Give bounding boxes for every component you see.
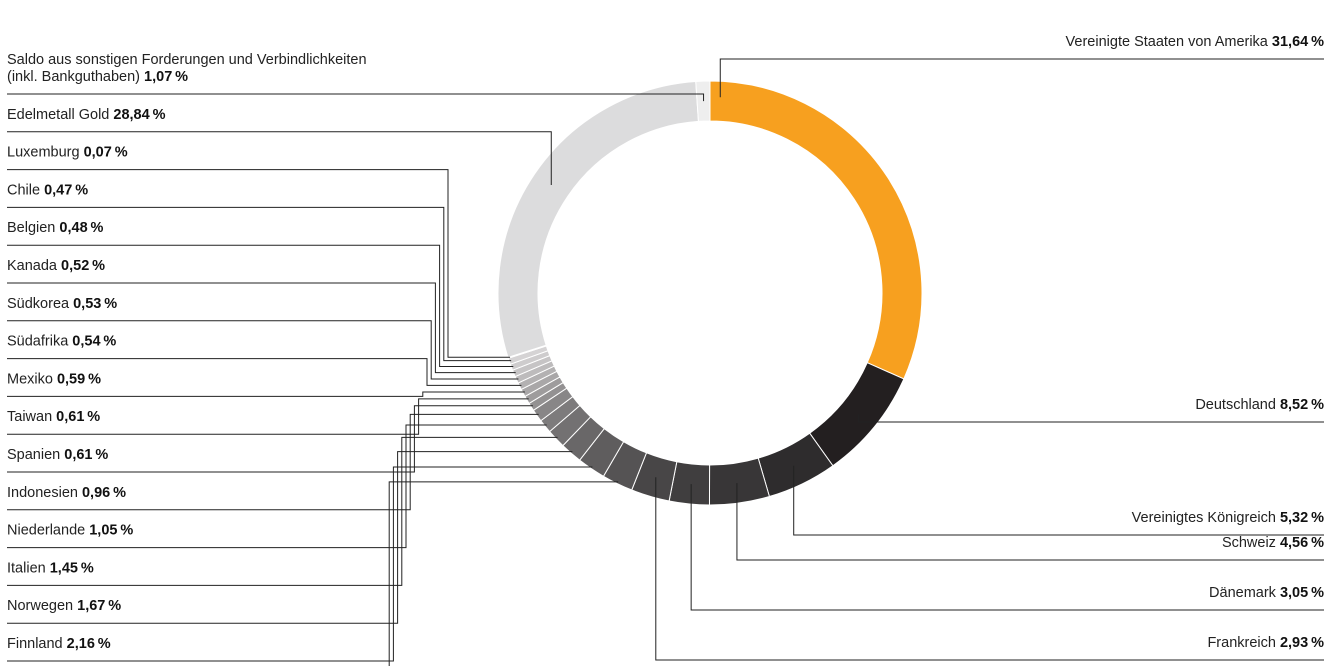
label-finnland: Finnland 2,16 %: [7, 636, 111, 652]
leader-5: [655, 477, 1324, 661]
leader-8: [7, 451, 573, 624]
leader-16: [7, 320, 519, 380]
leader-18: [7, 244, 514, 367]
leader-4: [690, 484, 1324, 611]
label-schweiz: Schweiz 4,56 %: [1222, 535, 1324, 551]
label-saldo-aus-sonstigen-forderungen-und-verbindlichkeiten-inkl-bankguthaben: Saldo aus sonstigen Forderungen und Verb…: [7, 52, 367, 85]
label-daenemark: Dänemark 3,05 %: [1209, 585, 1324, 601]
leader-19: [7, 206, 512, 362]
label-spanien: Spanien 0,61 %: [7, 447, 108, 463]
slice-saldo-aus-sonstigen-forderungen-und-verbindlichkeiten-inkl-bankguthaben: [695, 80, 711, 122]
label-edelmetall-gold: Edelmetall Gold 28,84 %: [7, 107, 166, 123]
leader-14: [7, 391, 525, 397]
leader-6: [388, 481, 619, 666]
leader-13: [7, 398, 529, 435]
leader-11: [7, 413, 539, 511]
slice-vereinigte-staaten-von-amerika: [709, 80, 923, 380]
label-deutschland: Deutschland 8,52 %: [1195, 397, 1324, 413]
label-luxemburg: Luxemburg 0,07 %: [7, 145, 128, 161]
label-italien: Italien 1,45 %: [7, 560, 94, 576]
label-kanada: Kanada 0,52 %: [7, 258, 105, 274]
label-vereinigtes-koenigreich: Vereinigtes Königreich 5,32 %: [1132, 510, 1324, 526]
leader-20: [7, 169, 511, 358]
leader-10: [7, 424, 547, 549]
label-norwegen: Norwegen 1,67 %: [7, 598, 121, 614]
label-suedkorea: Südkorea 0,53 %: [7, 296, 117, 312]
slice-schweiz: [708, 457, 771, 506]
leader-0: [719, 58, 1324, 98]
label-mexiko: Mexiko 0,59 %: [7, 371, 101, 387]
label-vereinigte-staaten-von-amerika: Vereinigte Staaten von Amerika 31,64 %: [1066, 34, 1325, 50]
donut-slices: [497, 80, 923, 506]
slice-edelmetall-gold: [497, 80, 699, 358]
leader-12: [7, 405, 533, 473]
label-suedafrika: Südafrika 0,54 %: [7, 334, 116, 350]
label-frankreich: Frankreich 2,93 %: [1207, 635, 1324, 651]
leader-17: [7, 282, 516, 374]
label-taiwan: Taiwan 0,61 %: [7, 409, 100, 425]
label-belgien: Belgien 0,48 %: [7, 220, 104, 236]
slice-labels: Vereinigte Staaten von Amerika 31,64 % De…: [7, 34, 1325, 652]
leader-2: [793, 465, 1324, 536]
leader-22: [7, 93, 705, 102]
slice-deutschland: [808, 362, 905, 467]
leader-9: [7, 436, 558, 586]
label-chile: Chile 0,47 %: [7, 182, 88, 198]
leader-15: [7, 358, 522, 386]
leader-3: [736, 483, 1324, 561]
label-niederlande: Niederlande 1,05 %: [7, 523, 133, 539]
leader-1: [858, 414, 1324, 423]
label-indonesien: Indonesien 0,96 %: [7, 485, 126, 501]
leader-lines: [7, 58, 1324, 666]
leader-21: [7, 131, 552, 185]
leader-7: [7, 466, 593, 662]
